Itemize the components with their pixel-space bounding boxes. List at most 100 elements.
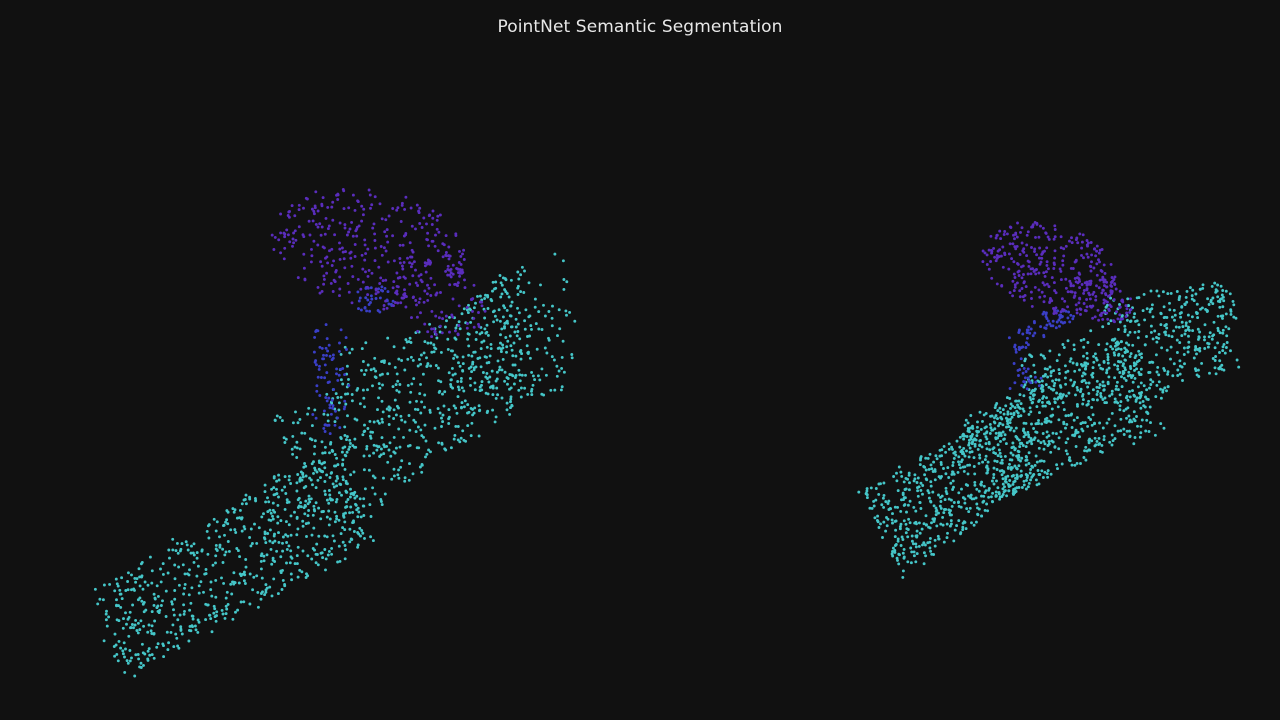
point-junction (369, 301, 372, 304)
point-body (520, 373, 524, 377)
point-body (1014, 426, 1018, 430)
point-body (1216, 283, 1220, 287)
point-head (1086, 255, 1090, 259)
point-body (1145, 335, 1148, 338)
point-head (1035, 221, 1039, 225)
point-body (1185, 300, 1189, 304)
point-body (948, 511, 951, 515)
point-body (1163, 324, 1167, 328)
point-body (1084, 364, 1088, 368)
point-body (176, 618, 180, 622)
point-body (979, 439, 982, 442)
point-body (480, 298, 484, 302)
point-body (395, 388, 399, 392)
point-head (374, 292, 378, 296)
point-head (1095, 273, 1099, 277)
point-head (366, 293, 370, 297)
point-body (1054, 378, 1058, 382)
point-body (209, 580, 213, 584)
point-body (392, 345, 396, 349)
point-body (1008, 418, 1012, 421)
point-body (117, 639, 121, 643)
point-head (320, 289, 324, 293)
point-body (511, 374, 515, 378)
point-body (1029, 398, 1033, 402)
point-body (1186, 327, 1190, 331)
point-head (440, 310, 444, 314)
point-body (348, 438, 352, 442)
point-body (172, 613, 176, 617)
point-junction (324, 323, 328, 327)
point-body (1075, 416, 1079, 420)
point-body (295, 481, 299, 485)
point-body (122, 617, 125, 621)
point-body (416, 425, 420, 429)
point-body (545, 351, 549, 355)
point-body (865, 489, 869, 493)
point-body (175, 636, 179, 640)
point-body (277, 540, 281, 544)
point-body (1041, 404, 1045, 408)
point-body (1155, 289, 1159, 293)
point-body (1208, 371, 1211, 375)
point-body (260, 552, 264, 556)
point-body (304, 499, 308, 503)
point-body (462, 389, 466, 393)
point-cloud-panel-left[interactable] (93, 187, 577, 678)
point-head (1062, 308, 1066, 312)
point-body (1123, 366, 1127, 370)
point-head (287, 215, 291, 219)
point-body (1183, 332, 1187, 336)
point-body (1022, 483, 1026, 487)
point-body (1024, 455, 1028, 458)
point-cloud-panel-right[interactable] (857, 220, 1241, 579)
point-body (376, 408, 379, 412)
point-body (213, 607, 217, 611)
point-body (313, 466, 317, 470)
point-body (441, 420, 445, 424)
point-body (1038, 473, 1042, 476)
point-body (471, 360, 475, 364)
point-body (1015, 467, 1019, 471)
point-body (486, 295, 490, 299)
point-body (1200, 361, 1204, 365)
point-body (1013, 464, 1017, 468)
point-body (1122, 376, 1126, 380)
point-body (1022, 435, 1026, 439)
point-body (1011, 404, 1015, 408)
point-body (553, 388, 557, 392)
point-head (1092, 266, 1096, 270)
point-head (1074, 303, 1078, 307)
point-body (1224, 289, 1228, 293)
point-body (961, 465, 965, 469)
point-body (1049, 472, 1053, 476)
point-head (444, 234, 448, 238)
point-body (417, 446, 421, 450)
point-body (1007, 489, 1011, 493)
point-body (992, 482, 996, 486)
point-body (1087, 381, 1091, 385)
point-body (324, 557, 328, 561)
point-junction (363, 306, 367, 309)
point-body (235, 547, 239, 550)
point-body (1126, 406, 1130, 410)
point-head (434, 314, 438, 318)
point-body (441, 413, 445, 417)
point-head (333, 280, 337, 284)
point-body (449, 382, 453, 386)
point-body (344, 392, 347, 396)
point-body (1197, 335, 1201, 339)
point-body (1150, 303, 1154, 307)
point-head (333, 233, 337, 237)
point-body (1013, 487, 1017, 491)
point-body (1119, 360, 1123, 364)
point-body (416, 364, 420, 368)
point-body (176, 551, 180, 555)
point-body (996, 417, 999, 421)
point-head (316, 243, 320, 247)
point-body (425, 452, 429, 456)
point-head (451, 263, 455, 267)
point-body (926, 456, 930, 460)
point-body (131, 603, 135, 607)
